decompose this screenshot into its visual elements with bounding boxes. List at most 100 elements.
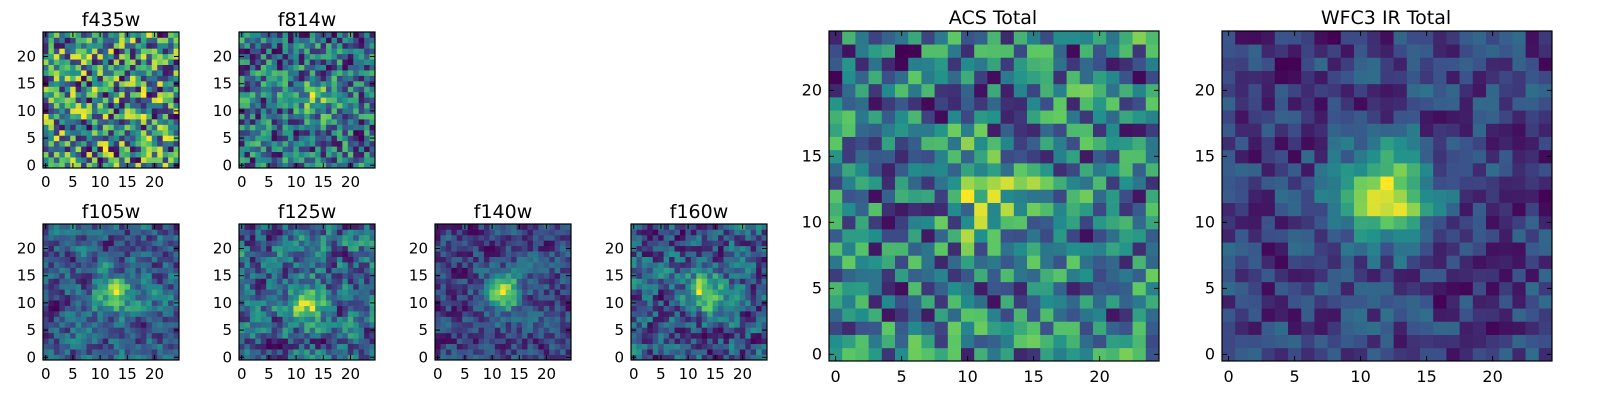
heatmap-cell: [685, 262, 692, 268]
heatmap-cell: [652, 305, 659, 312]
heatmap-cell: [287, 135, 294, 142]
heatmap-cell: [108, 278, 115, 285]
heatmap-cell: [1066, 295, 1081, 309]
heatmap-cell: [445, 234, 452, 241]
heatmap-cell: [652, 316, 659, 323]
heatmap-cell: [1093, 255, 1107, 269]
heatmap-cell: [342, 59, 349, 65]
heatmap-cell: [364, 102, 370, 109]
heatmap-cell: [358, 294, 365, 301]
heatmap-cell: [140, 349, 147, 355]
heatmap-cell: [266, 256, 272, 263]
heatmap-cell: [1472, 215, 1487, 230]
heatmap-cell: [1459, 268, 1474, 283]
heatmap-cell: [921, 57, 935, 71]
heatmap-cell: [974, 347, 988, 362]
heatmap-cell: [53, 124, 60, 131]
heatmap-cell: [309, 97, 316, 104]
heatmap-cell: [527, 278, 534, 285]
heatmap-cell: [881, 202, 896, 217]
heatmap-cell: [527, 289, 534, 296]
heatmap-cell: [266, 53, 272, 60]
heatmap-cell: [728, 338, 735, 345]
heatmap-cell: [293, 151, 300, 158]
heatmap-cell: [168, 97, 174, 104]
heatmap-cell: [239, 37, 245, 44]
heatmap-cell: [467, 349, 474, 355]
heatmap-cell: [868, 308, 883, 322]
heatmap-cell: [282, 311, 289, 317]
heatmap-cell: [505, 251, 512, 257]
panel-title: f125w: [278, 201, 337, 223]
heatmap-cell: [369, 146, 376, 153]
heatmap-cell: [81, 124, 87, 131]
heatmap-cell: [304, 75, 311, 82]
heatmap-cell: [1327, 189, 1342, 203]
heatmap-cell: [347, 42, 354, 49]
heatmap-cell: [298, 113, 305, 120]
heatmap-cell: [369, 129, 376, 136]
heatmap-cell: [1000, 268, 1015, 283]
heatmap-cell: [70, 327, 76, 334]
heatmap-cell: [157, 124, 164, 131]
heatmap-cell: [249, 48, 256, 55]
heatmap-cell: [266, 37, 272, 44]
heatmap-cell: [641, 278, 648, 285]
heatmap-cell: [435, 321, 441, 328]
heatmap-cell: [701, 234, 708, 241]
heatmap-cell: [1406, 215, 1421, 230]
heatmap-cell: [543, 272, 550, 279]
heatmap-cell: [554, 332, 561, 339]
heatmap-cell: [75, 305, 82, 312]
heatmap-cell: [364, 124, 370, 131]
heatmap-cell: [974, 149, 988, 164]
heatmap-cell: [146, 135, 153, 142]
heatmap-cell: [91, 42, 98, 49]
heatmap-cell: [282, 42, 289, 49]
heatmap-cell: [549, 300, 556, 306]
heatmap-cell: [287, 294, 294, 301]
heatmap-cell: [271, 42, 278, 49]
heatmap-cell: [320, 289, 327, 296]
heatmap-cell: [855, 176, 869, 190]
heatmap-cell: [1040, 347, 1054, 362]
heatmap-cell: [1000, 347, 1015, 362]
heatmap-cell: [842, 255, 856, 269]
heatmap-cell: [75, 129, 82, 136]
heatmap-cell: [674, 349, 681, 355]
heatmap-cell: [543, 321, 550, 328]
heatmap-cell: [750, 305, 757, 312]
heatmap-cell: [1367, 347, 1381, 362]
heatmap-cell: [489, 256, 496, 263]
heatmap-cell: [483, 332, 490, 339]
heatmap-cell: [53, 256, 60, 263]
heatmap-cell: [53, 37, 60, 44]
heatmap-cell: [293, 64, 300, 71]
heatmap-cell: [157, 113, 164, 120]
heatmap-cell: [440, 251, 447, 257]
heatmap-cell: [119, 343, 125, 350]
heatmap-cell: [277, 256, 283, 263]
heatmap-cell: [543, 251, 550, 257]
heatmap-cell: [48, 86, 55, 93]
heatmap-cell: [934, 123, 949, 137]
heatmap-cell: [162, 327, 169, 334]
heatmap-cell: [1380, 202, 1394, 217]
heatmap-cell: [636, 283, 643, 290]
heatmap-cell: [500, 321, 507, 328]
heatmap-cell: [168, 86, 174, 93]
heatmap-cell: [1119, 83, 1133, 98]
heatmap-cell: [636, 327, 643, 334]
heatmap-cell: [326, 135, 332, 142]
heatmap-cell: [239, 240, 245, 247]
heatmap-cell: [685, 311, 692, 317]
heatmap-cell: [271, 140, 278, 147]
heatmap-cell: [663, 338, 670, 345]
heatmap-cell: [1235, 321, 1249, 335]
heatmap-cell: [244, 119, 251, 125]
heatmap-cell: [353, 294, 360, 301]
heatmap-cell: [53, 251, 60, 257]
heatmap-cell: [239, 151, 245, 158]
heatmap-cell: [1327, 229, 1342, 243]
heatmap-cell: [1066, 321, 1081, 335]
